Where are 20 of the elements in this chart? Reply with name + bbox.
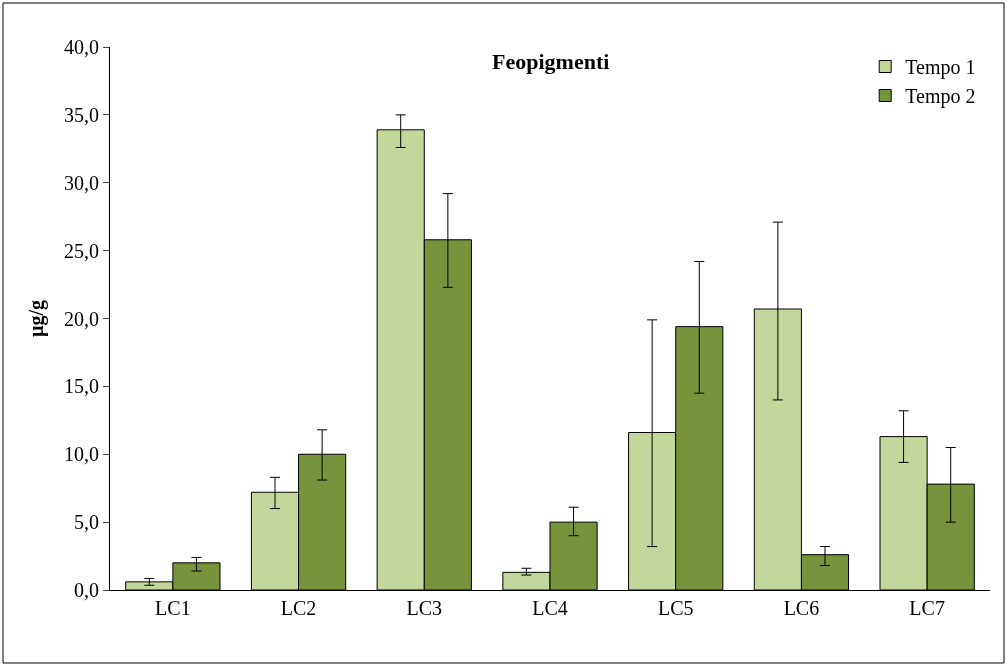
y-tick-label: 35,0	[64, 103, 99, 126]
x-tick-label: LC7	[909, 597, 945, 619]
y-tick-label: 5,0	[74, 511, 99, 534]
y-tick-label: 0,0	[74, 579, 99, 601]
y-tick-label: 15,0	[64, 375, 99, 398]
x-tick-label: LC1	[155, 597, 191, 619]
legend-label: Tempo 1	[905, 56, 976, 80]
x-tick-label: LC2	[280, 597, 317, 619]
y-axis-title: µg/g	[24, 299, 48, 338]
y-tick-label: 30,0	[64, 171, 99, 194]
x-tick-label: LC5	[657, 597, 694, 619]
x-tick-label: LC3	[406, 597, 443, 619]
y-tick-label: 25,0	[64, 239, 99, 262]
x-tick-label: LC4	[532, 597, 568, 619]
x-tick-label: LC6	[783, 597, 820, 619]
chart-title: Feopigmenti	[492, 49, 610, 74]
y-tick-label: 20,0	[64, 307, 99, 330]
y-tick-label: 40,0	[64, 36, 99, 58]
legend-label: Tempo 2	[905, 85, 976, 109]
y-tick-label: 10,0	[64, 443, 99, 466]
